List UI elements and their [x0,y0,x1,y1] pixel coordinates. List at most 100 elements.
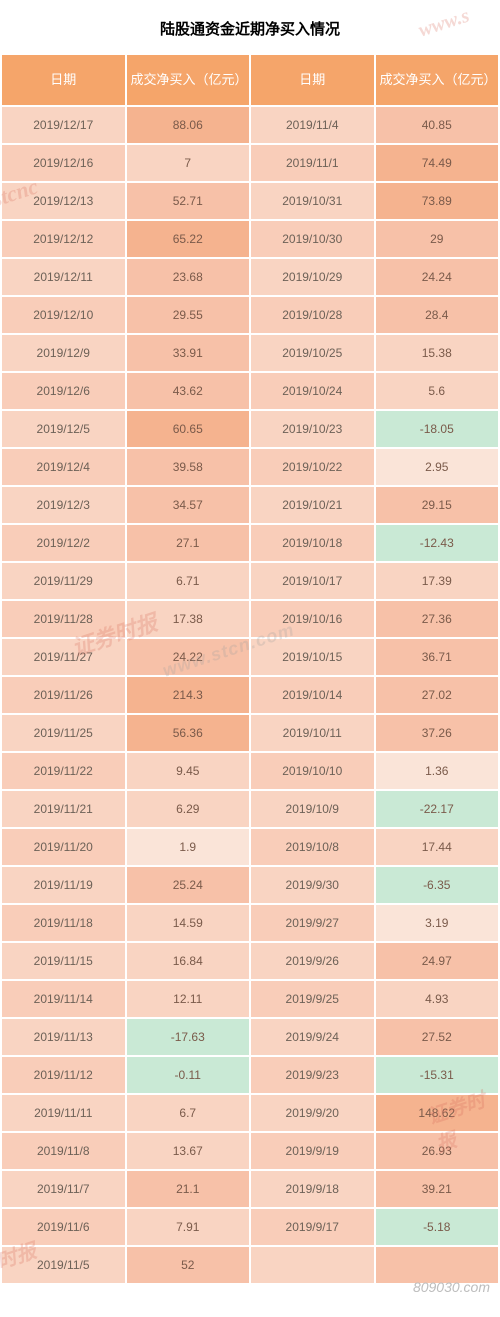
table-row: 2019/11/813.672019/9/1926.93 [1,1132,499,1170]
cell: 6.7 [126,1094,251,1132]
cell: 21.1 [126,1170,251,1208]
cell: 2019/12/3 [1,486,126,524]
cell: 2019/9/25 [250,980,375,1018]
cell: 5.6 [375,372,500,410]
cell: 2019/12/12 [1,220,126,258]
table-row: 2019/12/560.652019/10/23-18.05 [1,410,499,448]
cell: 2019/11/21 [1,790,126,828]
cell: 2019/11/26 [1,676,126,714]
cell: -17.63 [126,1018,251,1056]
cell: 43.62 [126,372,251,410]
cell: 6.71 [126,562,251,600]
cell: 2019/9/18 [250,1170,375,1208]
cell: 2019/10/9 [250,790,375,828]
cell: 16.84 [126,942,251,980]
cell: 9.45 [126,752,251,790]
table-row: 2019/12/933.912019/10/2515.38 [1,334,499,372]
cell: 2019/12/9 [1,334,126,372]
table-row: 2019/11/216.292019/10/9-22.17 [1,790,499,828]
cell: 29.55 [126,296,251,334]
cell: 2019/12/5 [1,410,126,448]
table-row: 2019/11/721.12019/9/1839.21 [1,1170,499,1208]
cell: 2019/11/5 [1,1246,126,1284]
cell: 2019/11/25 [1,714,126,752]
col-date-1: 日期 [1,54,126,106]
cell: 2019/10/24 [250,372,375,410]
table-row: 2019/12/1672019/11/174.49 [1,144,499,182]
cell: 2019/9/20 [250,1094,375,1132]
cell: 2019/10/11 [250,714,375,752]
table-row: 2019/11/1516.842019/9/2624.97 [1,942,499,980]
cell: 25.24 [126,866,251,904]
cell: 2019/10/29 [250,258,375,296]
cell: 2019/9/23 [250,1056,375,1094]
cell: 2019/10/25 [250,334,375,372]
cell: 214.3 [126,676,251,714]
cell: 2019/12/17 [1,106,126,144]
cell: 2019/12/4 [1,448,126,486]
cell: 2019/10/23 [250,410,375,448]
cell: 52.71 [126,182,251,220]
cell: 2019/9/30 [250,866,375,904]
cell: 13.67 [126,1132,251,1170]
table-row: 2019/11/1925.242019/9/30-6.35 [1,866,499,904]
table-row: 2019/11/12-0.112019/9/23-15.31 [1,1056,499,1094]
cell: 2019/11/22 [1,752,126,790]
table-row: 2019/11/2817.382019/10/1627.36 [1,600,499,638]
cell: 6.29 [126,790,251,828]
cell: 2019/9/17 [250,1208,375,1246]
table-row: 2019/12/334.572019/10/2129.15 [1,486,499,524]
table-row: 2019/11/296.712019/10/1717.39 [1,562,499,600]
cell: 2019/10/18 [250,524,375,562]
cell: 17.39 [375,562,500,600]
cell: -22.17 [375,790,500,828]
cell: 28.4 [375,296,500,334]
cell: 88.06 [126,106,251,144]
header-row: 日期 成交净买入（亿元） 日期 成交净买入（亿元） [1,54,499,106]
cell: 2019/10/28 [250,296,375,334]
cell: -15.31 [375,1056,500,1094]
cell: 15.38 [375,334,500,372]
cell: 2019/12/11 [1,258,126,296]
cell: 2019/11/6 [1,1208,126,1246]
cell: 29.15 [375,486,500,524]
cell: 2019/11/7 [1,1170,126,1208]
cell: 3.19 [375,904,500,942]
cell: 2019/11/4 [250,106,375,144]
cell: 2019/10/22 [250,448,375,486]
table-row: 2019/12/1123.682019/10/2924.24 [1,258,499,296]
table-row: 2019/12/439.582019/10/222.95 [1,448,499,486]
col-value-2: 成交净买入（亿元） [375,54,500,106]
table-row: 2019/12/1265.222019/10/3029 [1,220,499,258]
cell: -18.05 [375,410,500,448]
cell: 2019/10/8 [250,828,375,866]
cell: 17.44 [375,828,500,866]
table-row: 2019/11/2724.222019/10/1536.71 [1,638,499,676]
cell: 74.49 [375,144,500,182]
cell: 2019/11/29 [1,562,126,600]
footer-watermark: 809030.com [413,1279,490,1295]
cell: 2019/11/15 [1,942,126,980]
cell: 33.91 [126,334,251,372]
cell: 2019/11/14 [1,980,126,1018]
cell: 34.57 [126,486,251,524]
table-row: 2019/11/13-17.632019/9/2427.52 [1,1018,499,1056]
cell: 60.65 [126,410,251,448]
cell: 4.93 [375,980,500,1018]
cell: 37.26 [375,714,500,752]
table-row: 2019/12/1029.552019/10/2828.4 [1,296,499,334]
cell: 7 [126,144,251,182]
table-row: 2019/11/26214.32019/10/1427.02 [1,676,499,714]
cell: 12.11 [126,980,251,1018]
cell: 23.68 [126,258,251,296]
table-body: 2019/12/1788.062019/11/440.852019/12/167… [1,106,499,1284]
cell: 2019/12/6 [1,372,126,410]
cell: 2019/10/21 [250,486,375,524]
cell: 2019/10/14 [250,676,375,714]
page-title: 陆股通资金近期净买入情况 [0,0,500,53]
cell: 2019/12/13 [1,182,126,220]
cell: 2019/12/2 [1,524,126,562]
data-table: 日期 成交净买入（亿元） 日期 成交净买入（亿元） 2019/12/1788.0… [0,53,500,1285]
cell: 2019/11/18 [1,904,126,942]
cell: -12.43 [375,524,500,562]
